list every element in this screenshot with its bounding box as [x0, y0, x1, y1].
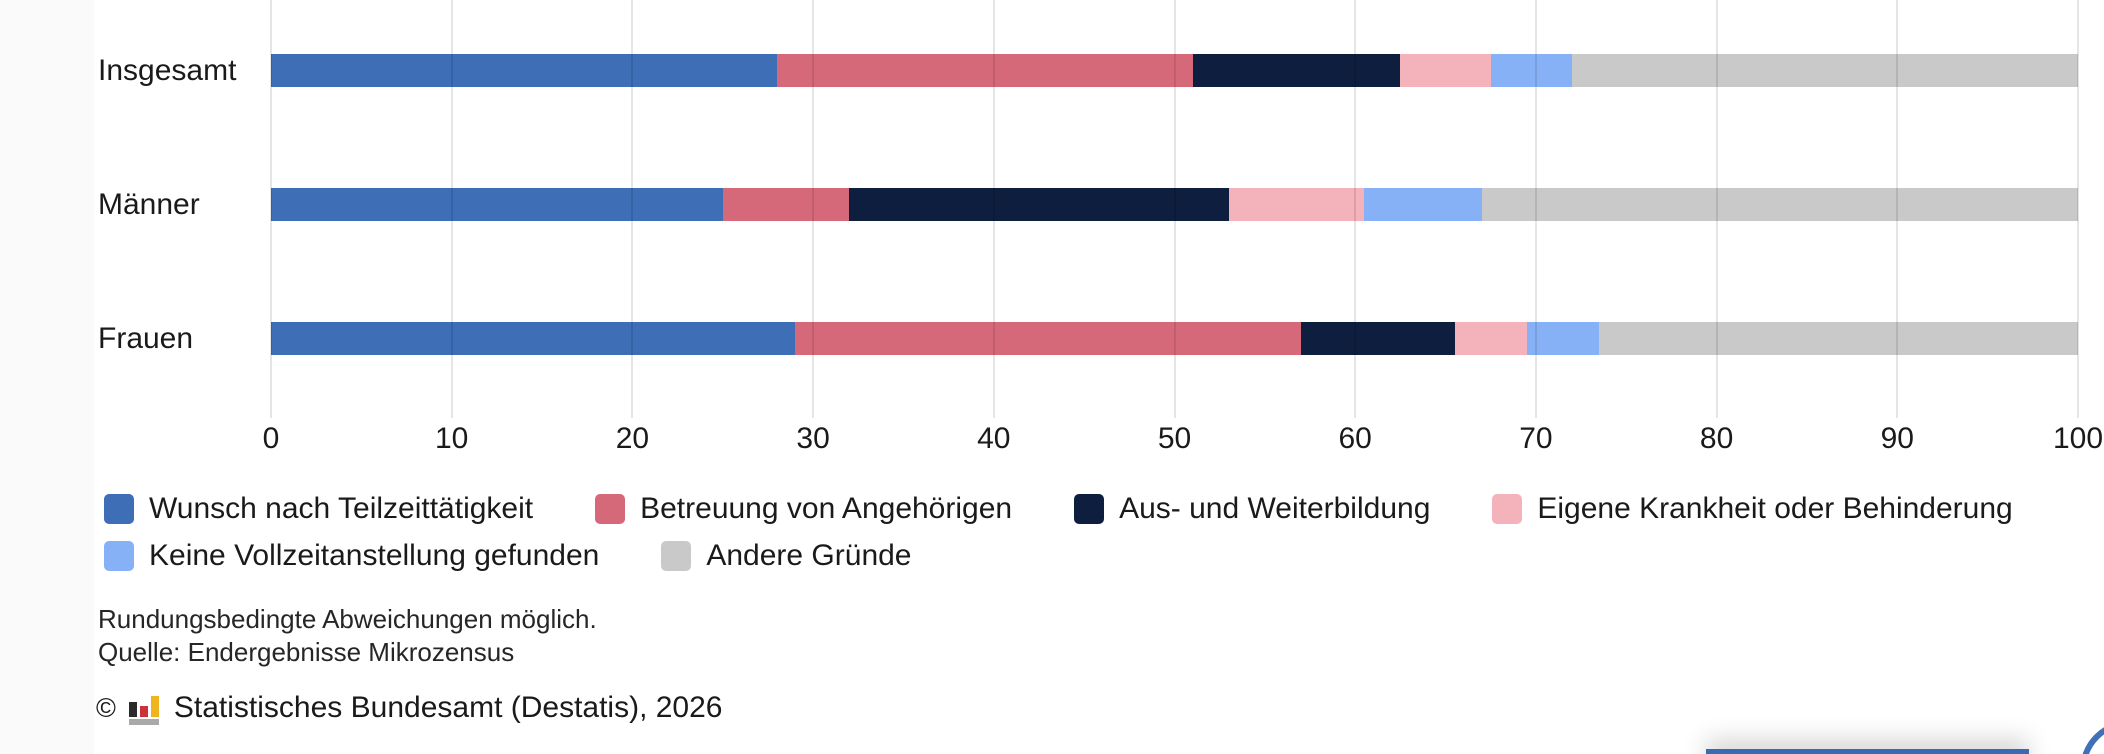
- gridline: [1354, 0, 1357, 418]
- bar-segment[interactable]: [1300, 322, 1455, 355]
- bar-segment[interactable]: [795, 322, 1301, 355]
- x-axis-tick-label: 80: [1699, 422, 1734, 455]
- legend-item[interactable]: Betreuung von Angehörigen: [595, 492, 1012, 526]
- gridline: [1173, 0, 1176, 418]
- bar-segment[interactable]: [271, 54, 777, 87]
- legend-label: Keine Vollzeitanstellung gefunden: [149, 539, 600, 572]
- copyright-line: © Statistisches Bundesamt (Destatis), 20…: [96, 691, 723, 725]
- gridline: [1534, 0, 1537, 418]
- copyright-symbol: ©: [96, 692, 116, 723]
- bar-segment[interactable]: [1364, 188, 1482, 221]
- legend-swatch-icon: [595, 494, 626, 524]
- bar-segment[interactable]: [1481, 188, 2078, 221]
- legend-label: Aus- und Weiterbildung: [1119, 492, 1431, 525]
- category-label: Insgesamt: [98, 53, 237, 87]
- bottom-popup-edge[interactable]: [1706, 749, 2029, 754]
- bar-segment[interactable]: [1526, 322, 1600, 355]
- x-axis-tick-label: 0: [262, 422, 280, 455]
- x-axis-tick-label: 70: [1519, 422, 1553, 455]
- legend-label: Wunsch nach Teilzeittätigkeit: [149, 492, 534, 525]
- x-axis-tick-label: 40: [977, 422, 1011, 455]
- gridline: [812, 0, 815, 418]
- legend-label: Betreuung von Angehörigen: [640, 492, 1013, 525]
- category-label: Männer: [98, 187, 200, 221]
- legend-item[interactable]: Andere Gründe: [661, 539, 912, 573]
- legend-swatch-icon: [104, 541, 134, 571]
- bar-segment[interactable]: [1400, 54, 1491, 87]
- note-source: Quelle: Endergebnisse Mikrozensus: [98, 637, 515, 667]
- bar-segment[interactable]: [849, 188, 1229, 221]
- x-axis-tick-label: 90: [1880, 422, 1914, 455]
- bar-segment[interactable]: [722, 188, 850, 221]
- gridline: [1896, 0, 1899, 418]
- gridline: [992, 0, 995, 418]
- bar-segment[interactable]: [1454, 322, 1527, 355]
- legend-label: Andere Gründe: [706, 539, 912, 572]
- x-axis-tick-label: 60: [1338, 422, 1372, 455]
- legend-item[interactable]: Aus- und Weiterbildung: [1074, 492, 1430, 526]
- bar-segment[interactable]: [1572, 54, 2078, 87]
- gridline: [450, 0, 453, 418]
- note-rounding: Rundungsbedingte Abweichungen möglich.: [98, 604, 597, 634]
- x-axis-tick-label: 30: [796, 422, 830, 455]
- legend-label: Eigene Krankheit oder Behinderung: [1537, 492, 2013, 525]
- legend-swatch-icon: [104, 494, 134, 524]
- legend-swatch-icon: [1492, 494, 1523, 524]
- gridline: [631, 0, 634, 418]
- legend-swatch-icon: [1074, 494, 1105, 524]
- bar-segment[interactable]: [1490, 54, 1573, 87]
- gridline: [270, 0, 272, 418]
- gridline: [2077, 0, 2079, 418]
- destatis-logo-icon: [127, 691, 163, 725]
- chart-card: [94, 0, 2104, 754]
- x-axis-tick-label: 10: [435, 422, 469, 455]
- bar-segment[interactable]: [271, 322, 796, 355]
- bar-segment[interactable]: [1599, 322, 2078, 355]
- bar-segment[interactable]: [776, 54, 1193, 87]
- gridline: [1715, 0, 1718, 418]
- chart-notes: Rundungsbedingte Abweichungen möglich. Q…: [98, 603, 597, 669]
- bar-segment[interactable]: [271, 188, 723, 221]
- bar-segment[interactable]: [1192, 54, 1401, 87]
- legend-item[interactable]: Eigene Krankheit oder Behinderung: [1492, 492, 2013, 526]
- x-axis-tick-label: 100: [2052, 422, 2104, 455]
- legend-item[interactable]: Wunsch nach Teilzeittätigkeit: [104, 492, 533, 526]
- legend: Wunsch nach Teilzeittätigkeit Betreuung v…: [104, 492, 2074, 573]
- legend-swatch-icon: [661, 541, 692, 571]
- legend-item[interactable]: Keine Vollzeitanstellung gefunden: [104, 539, 599, 573]
- category-label: Frauen: [98, 321, 194, 355]
- x-axis-tick-label: 50: [1157, 422, 1192, 455]
- copyright-text: Statistisches Bundesamt (Destatis), 2026: [173, 691, 723, 724]
- x-axis-tick-label: 20: [615, 422, 650, 455]
- bar-segment[interactable]: [1228, 188, 1365, 221]
